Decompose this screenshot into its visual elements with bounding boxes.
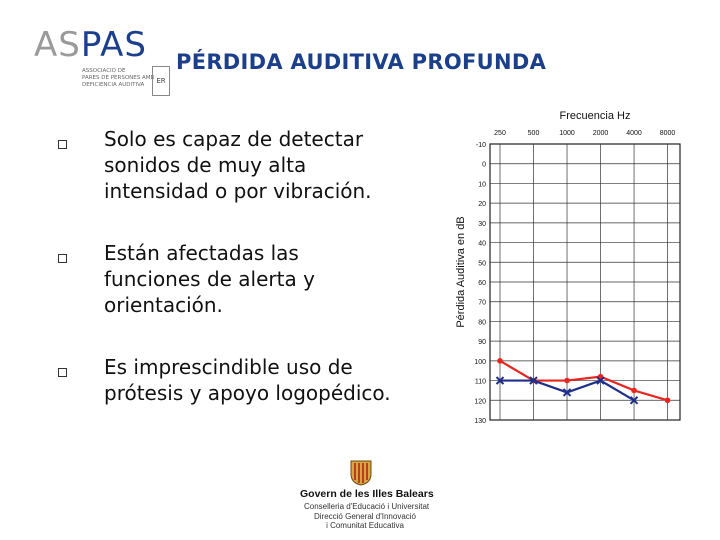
y-tick-label: 120: [474, 398, 486, 405]
x-tick-label: 500: [528, 130, 540, 137]
aspas-logo: ASPAS Associació de pares de persones am…: [34, 26, 174, 96]
series-line: [499, 359, 668, 402]
y-tick-label: 40: [478, 241, 486, 248]
logo-wordmark: ASPAS: [34, 25, 148, 65]
y-tick-label: 50: [478, 260, 486, 267]
data-point: [497, 358, 503, 364]
data-point: [564, 377, 570, 384]
chart-title: Frecuencia Hz: [560, 110, 631, 122]
data-point: [664, 397, 671, 404]
data-point: [596, 376, 605, 385]
audiogram-svg: Frecuencia Hz Pérdida Auditiva en dB -10 0 1…: [455, 110, 681, 425]
department-lines: Conselleria d'Educació i Universitat Dir…: [304, 502, 430, 530]
data-point: [629, 396, 639, 405]
x-tick-label: 8000: [660, 130, 676, 137]
y-tick-label: 110: [475, 379, 486, 386]
logo-badge: ER: [152, 66, 170, 96]
government-seal: Govern de les Illes Balears Conselleria …: [300, 460, 434, 538]
y-tick-label: 130: [474, 418, 486, 425]
y-tick-label: 70: [478, 300, 486, 307]
x-tick-label: 2000: [593, 130, 609, 137]
audiogram-chart: Frecuencia Hz Pérdida Auditiva en dB -10 0 1…: [442, 100, 692, 430]
y-tick-label: 30: [478, 221, 486, 228]
y-tick-label: 10: [478, 181, 486, 188]
y-tick-label: 80: [478, 319, 486, 326]
data-point: [529, 376, 538, 385]
x-tick-label: 250: [494, 130, 506, 137]
y-tick-label: 90: [478, 339, 486, 346]
data-point: [562, 388, 572, 397]
square-bullet-icon: [58, 368, 67, 377]
y-tick-label: 100: [474, 359, 486, 366]
y-tick-label: 60: [478, 280, 486, 287]
square-bullet-icon: [58, 140, 67, 149]
data-point: [495, 376, 505, 385]
coat-of-arms-icon: [350, 460, 372, 486]
x-tick-label: 4000: [626, 130, 642, 137]
y-tick-label: -10: [476, 142, 486, 149]
square-bullet-icon: [58, 254, 67, 263]
government-name: Govern de les Illes Balears: [300, 488, 434, 500]
logo-subtitle: Associació de pares de persones amb defi…: [82, 68, 155, 88]
y-tick-label: 20: [478, 201, 486, 208]
x-tick-label: 1000: [559, 130, 575, 137]
data-point: [631, 387, 637, 394]
y-tick-label: 0: [482, 162, 486, 169]
y-axis-label: Pérdida Auditiva en dB: [455, 216, 467, 327]
slide-title: PÉRDIDA AUDITIVA PROFUNDA: [176, 50, 547, 74]
